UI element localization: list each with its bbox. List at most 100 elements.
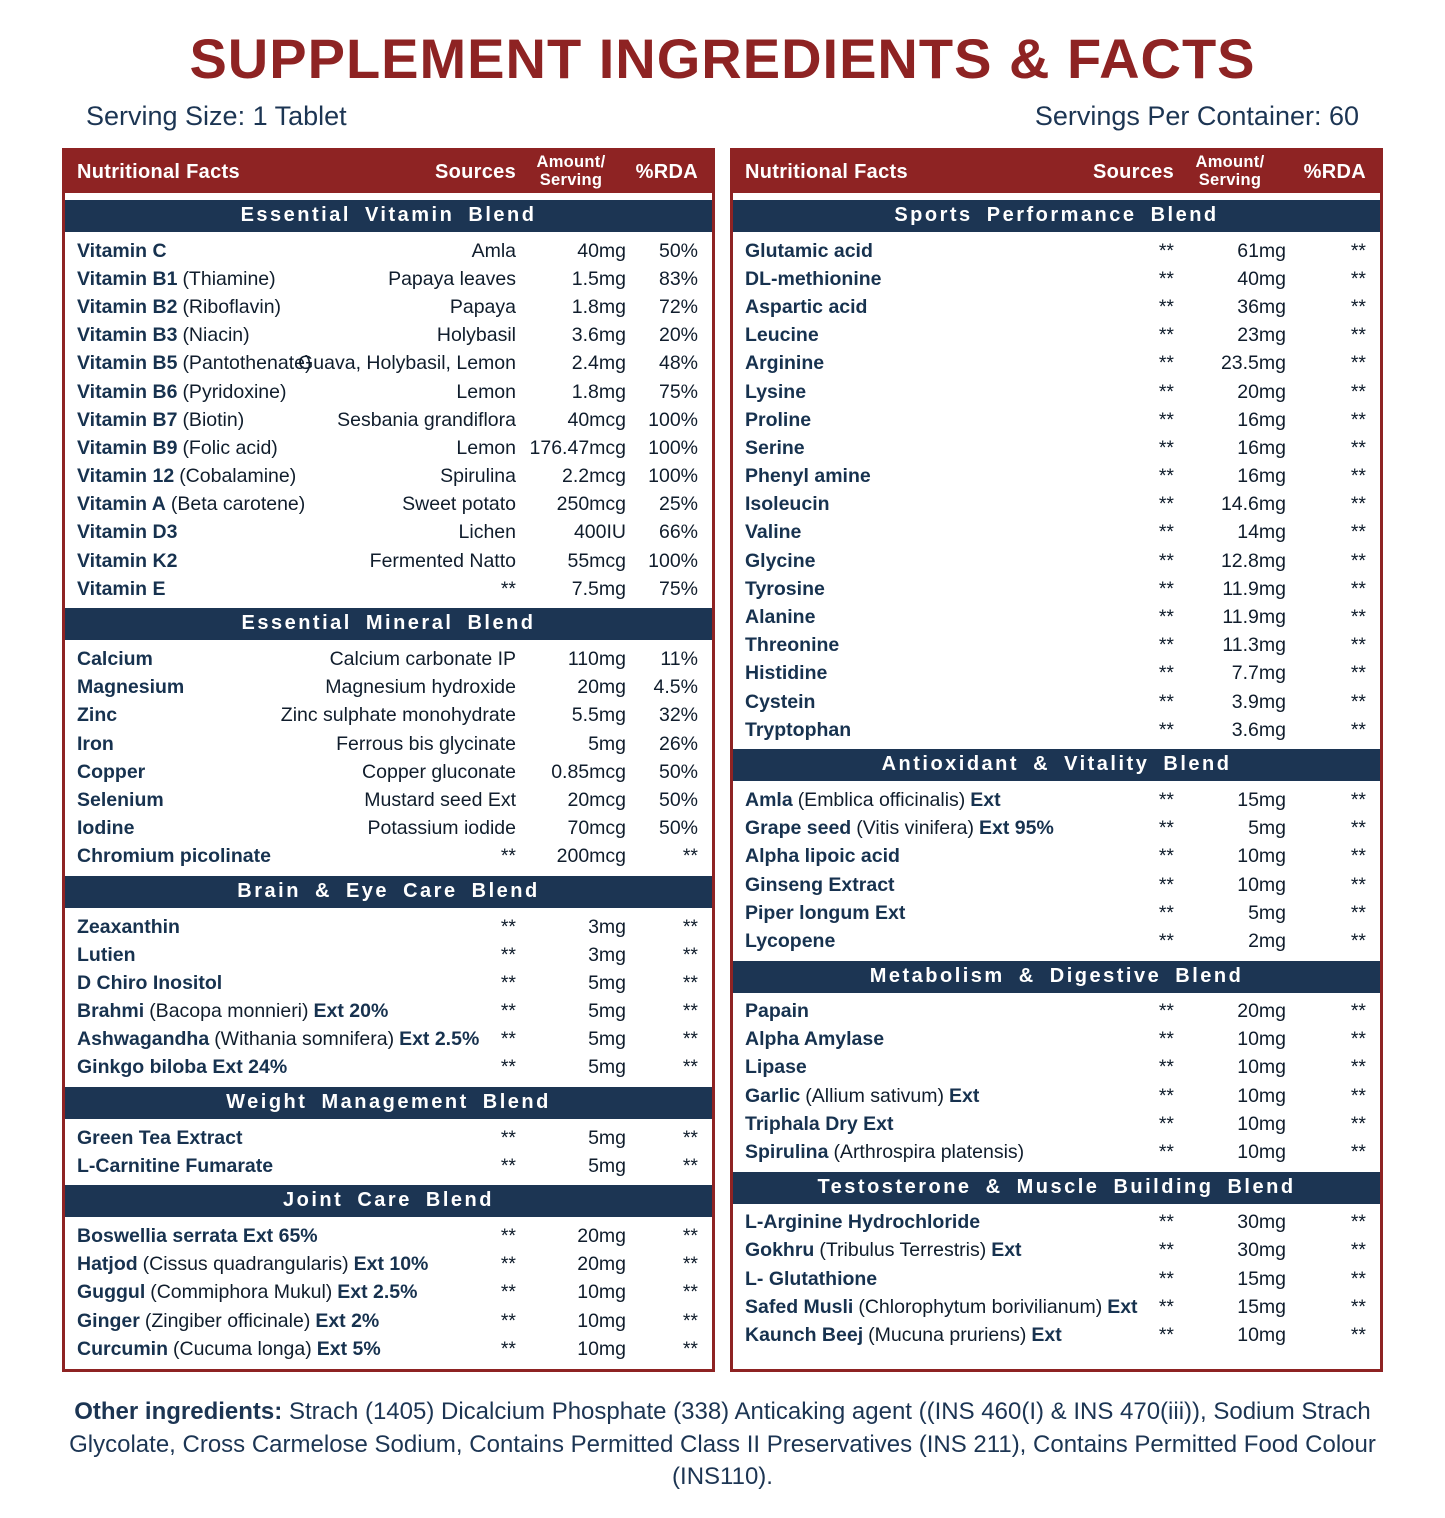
ingredient-row: Gokhru (Tribulus Terrestris) Ext ** 30mg ** (733, 1237, 1380, 1265)
ingredient-name: Vitamin B2 (Riboflavin) (77, 296, 291, 319)
ingredient-amount: 3.9mg (1231, 690, 1286, 713)
ingredient-name: Vitamin 12 (Cobalamine) (77, 465, 296, 488)
ingredient-amount: 15mg (1237, 788, 1286, 811)
ingredient-name: DL-methionine (745, 268, 1079, 291)
ingredient-rda: ** (1350, 465, 1366, 488)
ingredient-source: ** (500, 915, 516, 938)
ingredient-name: D Chiro Inositol (77, 972, 291, 995)
ingredient-name-suffix: Ext 95% (979, 817, 1054, 840)
ingredient-amount: 16mg (1237, 436, 1286, 459)
ingredient-name-main: Boswellia serrata Ext 65% (77, 1225, 318, 1248)
ingredient-source: Zinc sulphate monohydrate (280, 704, 516, 727)
ingredient-rda: 100% (648, 408, 698, 431)
ingredient-source: Lemon (456, 380, 516, 403)
ingredient-source: Magnesium hydroxide (325, 676, 516, 699)
ingredient-source: ** (500, 845, 516, 868)
ingredient-name: Safed Musli (Chlorophytum borivilianum) Ex… (745, 1296, 1138, 1319)
ingredient-name-main: Vitamin 12 (77, 465, 175, 488)
ingredient-name: Vitamin B7 (Biotin) (77, 409, 291, 432)
ingredient-name-main: Amla (745, 788, 793, 811)
ingredient-name-note: (Withania somnifera) (214, 1028, 395, 1051)
ingredient-row: Lutien ** 3mg ** (65, 941, 712, 969)
ingredient-rda: ** (1350, 718, 1366, 741)
ingredient-row: Proline ** 16mg ** (733, 406, 1380, 434)
ingredient-source: ** (500, 1253, 516, 1276)
ingredient-row: Piper longum Ext ** 5mg ** (733, 899, 1380, 927)
ingredient-name-main: Spirulina (745, 1141, 829, 1164)
ingredient-amount: 10mg (577, 1281, 626, 1304)
ingredient-name-main: Magnesium (77, 676, 185, 699)
col-nutritional-facts: Nutritional Facts (745, 160, 908, 183)
ingredient-amount: 5mg (588, 1154, 626, 1177)
ingredient-name-suffix: Ext (1031, 1323, 1062, 1346)
ingredient-amount: 20mg (577, 676, 626, 699)
ingredient-rda: 75% (658, 380, 698, 403)
ingredient-name-main: Cystein (745, 690, 816, 713)
ingredient-name: Alpha Amylase (745, 1028, 1079, 1051)
ingredient-row: Garlic (Allium sativum) Ext ** 10mg ** (733, 1082, 1380, 1110)
ingredient-source: ** (1158, 845, 1174, 868)
ingredient-source: ** (500, 1154, 516, 1177)
ingredient-row: Arginine ** 23.5mg ** (733, 350, 1380, 378)
ingredient-amount: 14.6mg (1220, 493, 1286, 516)
ingredient-name-main: Vitamin D3 (77, 521, 178, 544)
ingredient-rda: ** (1350, 1056, 1366, 1079)
ingredient-source: ** (1158, 465, 1174, 488)
ingredient-row: Vitamin A (Beta carotene) Sweet potato 250m… (65, 491, 712, 519)
ingredient-name-note: (Biotin) (182, 408, 245, 431)
ingredient-amount: 36mg (1237, 295, 1286, 318)
ingredient-row: Vitamin B5 (Pantothenate) Guava, Holybasil… (65, 350, 712, 378)
ingredient-name-main: Aspartic acid (745, 295, 868, 318)
ingredient-name: Spirulina (Arthrospira platensis) (745, 1141, 1079, 1164)
ingredient-name-suffix: Ext 2.5% (337, 1281, 418, 1304)
ingredient-name: Iodine (77, 817, 291, 840)
ingredient-amount: 55mcg (567, 549, 626, 572)
ingredient-name: Kaunch Beej (Mucuna pruriens) Ext (745, 1324, 1079, 1347)
section-header: Essential Mineral Blend (65, 608, 712, 641)
ingredient-source: ** (1158, 1112, 1174, 1135)
ingredient-name-main: Gokhru (745, 1239, 815, 1262)
ingredient-name-suffix: Ext 2.5% (399, 1028, 480, 1051)
ingredient-source: ** (1158, 1267, 1174, 1290)
ingredient-source: ** (1158, 1028, 1174, 1051)
ingredient-row: Lipase ** 10mg ** (733, 1054, 1380, 1082)
ingredient-name-main: Phenyl amine (745, 465, 871, 488)
section-header: Testosterone & Muscle Building Blend (733, 1171, 1380, 1204)
ingredient-row: Alpha Amylase ** 10mg ** (733, 1026, 1380, 1054)
ingredient-row: Glutamic acid ** 61mg ** (733, 237, 1380, 265)
ingredient-name: Vitamin A (Beta carotene) (77, 493, 305, 516)
ingredient-amount: 10mg (577, 1337, 626, 1360)
ingredient-name-main: L- Glutathione (745, 1267, 878, 1290)
ingredient-source: ** (1158, 1084, 1174, 1107)
ingredient-rda: 32% (658, 704, 698, 727)
ingredient-amount: 2mg (1248, 929, 1286, 952)
ingredient-rda: 50% (658, 788, 698, 811)
ingredient-row: Ginger (Zingiber officinale) Ext 2% ** 10mg *… (65, 1307, 712, 1335)
ingredient-name-suffix: Ext (970, 788, 1001, 811)
ingredient-source: ** (1158, 549, 1174, 572)
ingredient-name-main: Vitamin B3 (77, 324, 178, 347)
ingredient-name: Green Tea Extract (77, 1127, 291, 1150)
ingredient-name-main: Lipase (745, 1056, 807, 1079)
ingredient-rda: ** (1350, 1000, 1366, 1023)
ingredient-name: Lysine (745, 381, 1079, 404)
ingredient-amount: 20mg (577, 1253, 626, 1276)
ingredient-source: Sweet potato (402, 493, 516, 516)
ingredient-amount: 10mg (1237, 1323, 1286, 1346)
ingredient-name-main: Glutamic acid (745, 239, 873, 262)
ingredient-source: ** (1158, 1211, 1174, 1234)
col-sources: Sources (1092, 160, 1174, 183)
ingredient-amount: 5mg (1248, 901, 1286, 924)
ingredient-name-main: Guggul (77, 1281, 146, 1304)
section-header: Brain & Eye Care Blend (65, 875, 712, 908)
ingredient-amount: 11.9mg (1222, 577, 1286, 600)
ingredient-amount: 3mg (588, 943, 626, 966)
serving-size: Serving Size: 1 Tablet (86, 101, 347, 131)
ingredient-row: D Chiro Inositol ** 5mg ** (65, 969, 712, 997)
ingredient-amount: 10mg (1237, 1112, 1286, 1135)
ingredient-source: ** (500, 1337, 516, 1360)
ingredient-source: ** (1158, 718, 1174, 741)
ingredient-amount: 0.85mcg (551, 760, 626, 783)
ingredient-name: Triphala Dry Ext (745, 1113, 1079, 1136)
ingredient-source: ** (1158, 267, 1174, 290)
